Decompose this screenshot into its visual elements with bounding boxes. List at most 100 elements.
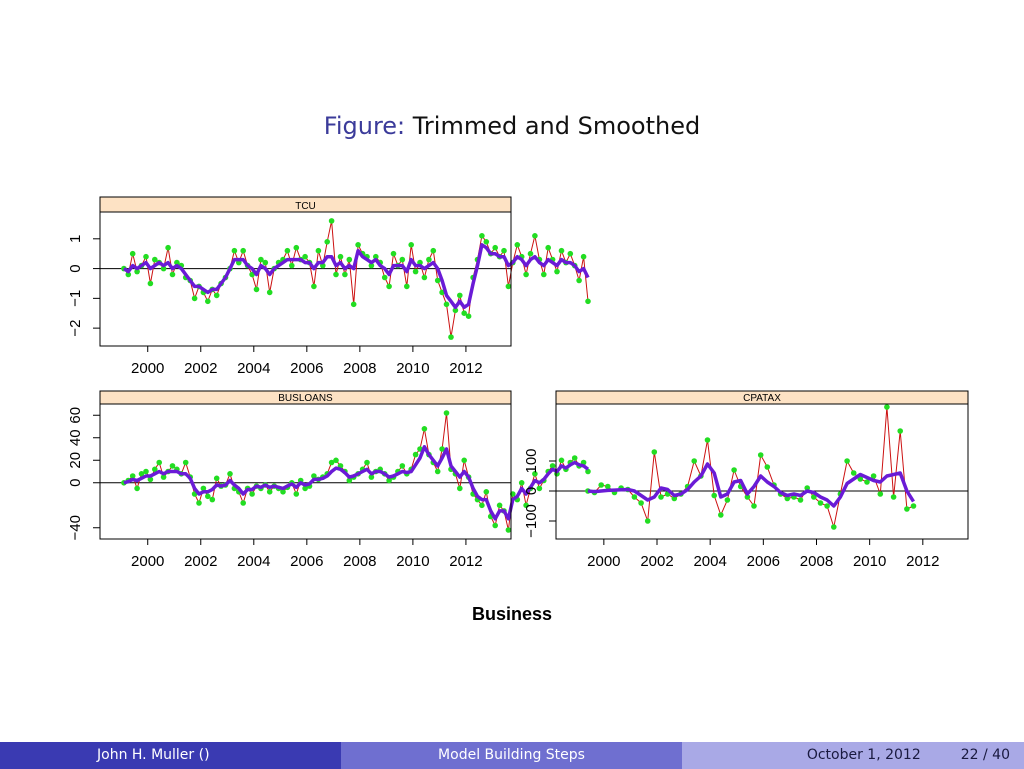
data-point bbox=[253, 286, 260, 293]
data-point bbox=[585, 298, 591, 305]
data-point bbox=[448, 334, 454, 340]
data-point bbox=[576, 277, 582, 284]
data-point bbox=[554, 268, 560, 275]
data-point bbox=[731, 467, 737, 473]
x-tick-label: 2004 bbox=[693, 553, 726, 570]
data-point bbox=[169, 271, 176, 278]
data-point bbox=[258, 256, 264, 263]
data-point bbox=[227, 471, 233, 477]
data-point bbox=[877, 491, 884, 497]
data-point bbox=[545, 244, 551, 251]
data-point bbox=[328, 218, 335, 224]
data-point bbox=[160, 265, 167, 272]
x-tick-label: 2004 bbox=[237, 360, 270, 377]
y-tick-label: 0 bbox=[67, 479, 84, 487]
x-tick-label: 2006 bbox=[290, 553, 323, 570]
data-point bbox=[125, 271, 132, 278]
data-point bbox=[558, 247, 565, 254]
data-point bbox=[518, 480, 525, 486]
data-point bbox=[169, 463, 176, 469]
y-tick-label: 20 bbox=[67, 452, 84, 469]
data-point bbox=[638, 500, 644, 506]
data-point bbox=[764, 464, 771, 470]
data-point bbox=[757, 452, 764, 458]
panel-cpatax: CPATAX 2000 2002 2004 2006 2008 2010 2012 100 0 −1… bbox=[523, 390, 969, 570]
data-point bbox=[289, 262, 295, 269]
data-point bbox=[129, 250, 136, 257]
data-point bbox=[346, 256, 353, 263]
data-point bbox=[457, 292, 463, 299]
data-point bbox=[390, 250, 397, 257]
data-point bbox=[558, 457, 565, 464]
x-tick-label: 2012 bbox=[449, 553, 482, 570]
data-point bbox=[174, 259, 180, 266]
data-point bbox=[483, 239, 490, 245]
data-point bbox=[293, 491, 300, 497]
data-point bbox=[262, 259, 269, 266]
data-point bbox=[824, 503, 830, 509]
panel-tcu: TCU 2000 2002 2004 2006 2008 2010 2012 1 0 −1 −2 bbox=[67, 196, 591, 377]
data-point bbox=[870, 473, 877, 479]
data-point bbox=[364, 459, 370, 466]
data-point bbox=[196, 500, 202, 506]
data-point bbox=[399, 463, 406, 469]
data-point bbox=[884, 404, 890, 410]
data-point bbox=[240, 247, 246, 254]
data-point bbox=[404, 283, 410, 290]
data-point bbox=[324, 239, 331, 245]
footer-author: John H. Muller () bbox=[0, 742, 341, 769]
data-point bbox=[399, 256, 406, 263]
figure-caption: Figure: Trimmed and Smoothed bbox=[0, 112, 1024, 140]
data-point bbox=[209, 496, 216, 503]
data-point bbox=[797, 497, 804, 503]
data-point bbox=[804, 485, 810, 491]
data-point bbox=[443, 301, 450, 308]
data-point bbox=[724, 497, 731, 503]
data-point bbox=[784, 495, 791, 502]
caption-title: Trimmed and Smoothed bbox=[412, 112, 701, 140]
data-point bbox=[644, 518, 651, 524]
x-tick-label: 2008 bbox=[800, 553, 833, 570]
data-point bbox=[505, 283, 512, 290]
data-point bbox=[160, 474, 167, 480]
data-point bbox=[605, 483, 611, 490]
data-point bbox=[373, 253, 379, 260]
x-tick-label: 2006 bbox=[747, 553, 780, 570]
x-tick-label: 2008 bbox=[343, 553, 376, 570]
smoothed-series-line bbox=[587, 462, 915, 508]
data-point bbox=[134, 485, 140, 492]
y-tick-label: 1 bbox=[67, 235, 84, 243]
data-point bbox=[152, 256, 158, 263]
data-point bbox=[129, 473, 136, 479]
data-point bbox=[355, 242, 361, 248]
y-tick-label: 60 bbox=[67, 407, 84, 424]
data-point bbox=[408, 242, 415, 248]
data-point bbox=[350, 301, 357, 308]
data-point bbox=[302, 253, 308, 260]
data-point bbox=[479, 233, 485, 239]
data-point bbox=[492, 244, 499, 251]
data-point bbox=[817, 500, 824, 506]
data-point bbox=[658, 494, 664, 500]
data-point bbox=[346, 477, 353, 484]
data-point bbox=[386, 283, 392, 290]
data-point bbox=[483, 489, 490, 495]
x-tick-label: 2002 bbox=[184, 553, 217, 570]
data-point bbox=[249, 491, 255, 497]
data-point bbox=[711, 492, 717, 499]
data-point bbox=[381, 274, 388, 281]
data-point bbox=[890, 494, 897, 500]
data-point bbox=[138, 471, 145, 477]
data-point bbox=[213, 475, 220, 482]
x-tick-label: 2008 bbox=[343, 360, 376, 377]
data-point bbox=[452, 307, 459, 314]
panel-frame bbox=[99, 403, 512, 540]
caption-prefix: Figure: bbox=[323, 112, 406, 140]
data-point bbox=[143, 253, 149, 260]
y-tick-label: 0 bbox=[523, 487, 540, 495]
data-point bbox=[461, 310, 468, 317]
x-tick-label: 2002 bbox=[640, 553, 673, 570]
data-point bbox=[430, 247, 437, 254]
data-point bbox=[412, 268, 419, 275]
